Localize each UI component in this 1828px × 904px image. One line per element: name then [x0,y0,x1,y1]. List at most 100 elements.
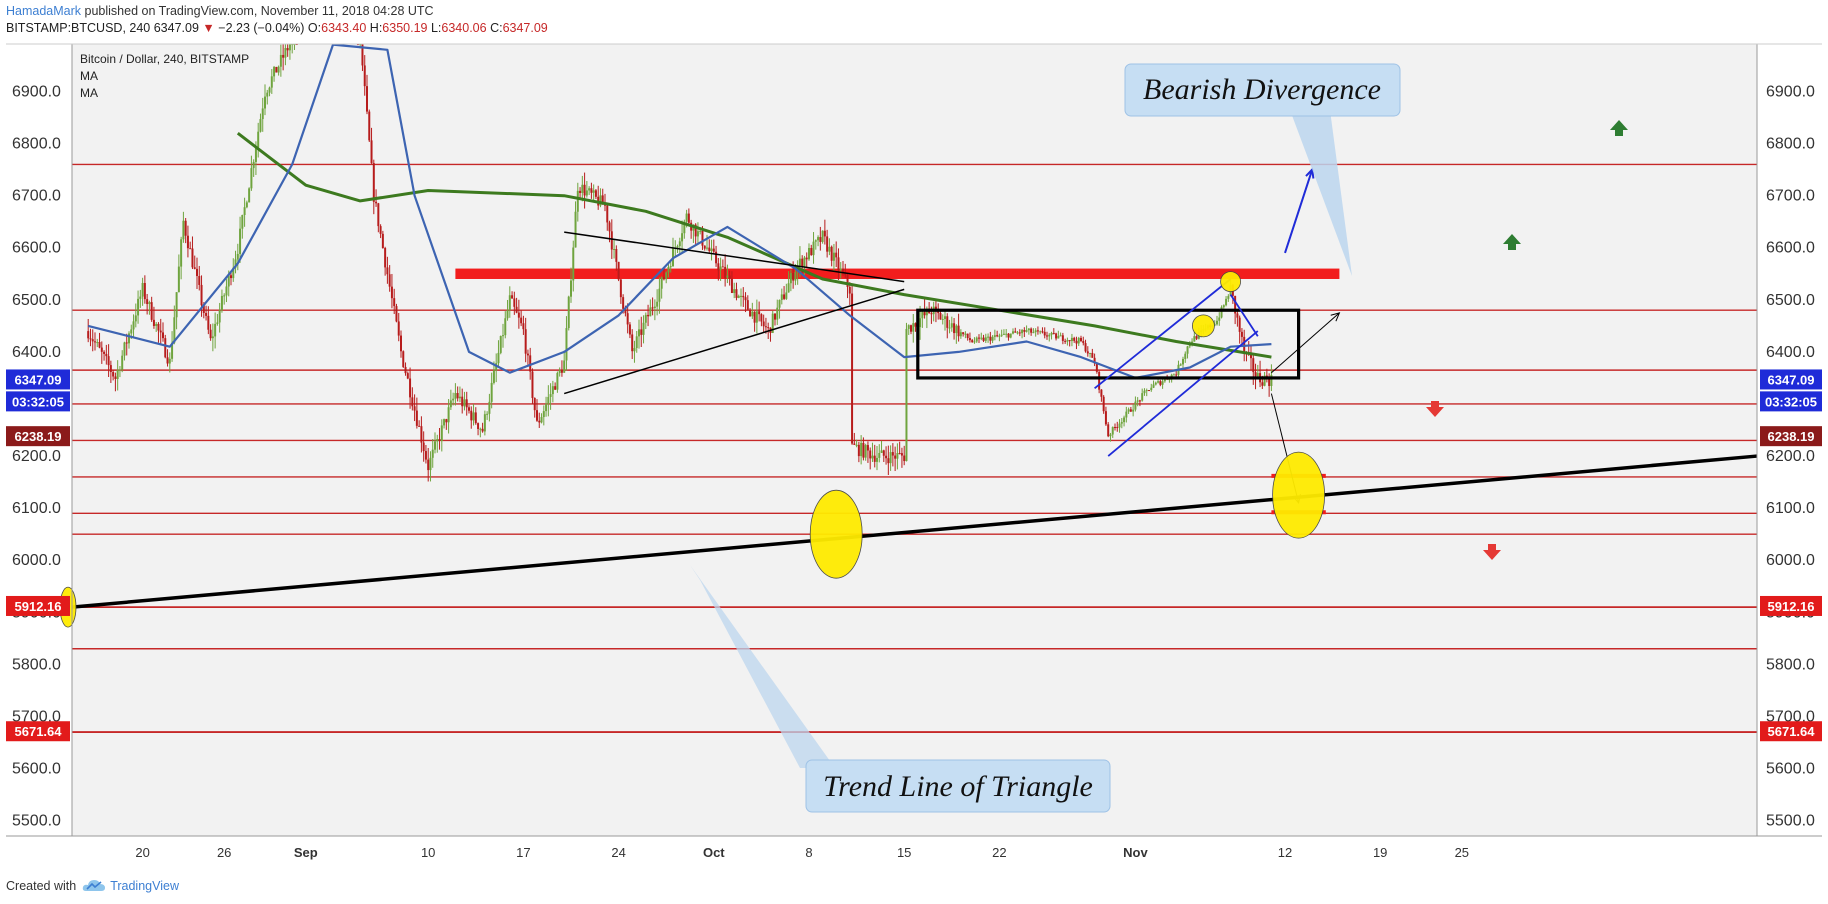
candle-down [762,321,765,327]
channel-line [1107,330,1259,457]
x-tick-label: Nov [1123,845,1148,860]
change: −2.23 (−0.04%) [218,21,305,35]
candle-up [506,310,509,319]
candle-down [610,231,613,250]
candle-down [744,297,747,301]
candle-up [551,386,554,395]
candle-down [1104,411,1107,425]
x-tick-label: 17 [516,845,530,860]
countdown-badge-text: 03:32:05 [12,394,64,409]
footer: Created with TradingView [6,878,179,895]
candle-down [939,313,942,320]
published-text: published on TradingView.com, November 1… [81,4,434,18]
candle-down [982,337,985,341]
y-tick-label-left: 5700.0 [12,708,61,725]
candle-up [1027,328,1030,331]
candle-up [1125,411,1128,418]
candle-down [422,442,425,452]
candle-up [234,259,237,268]
candle-up [132,321,135,330]
candle-up [116,369,119,379]
candle-up [973,341,976,343]
candle-down [835,252,838,258]
up-arrow-icon [1610,120,1628,136]
candle-down [1018,332,1021,334]
candle-up [549,394,552,397]
y-tick-label-left: 6800.0 [12,136,61,153]
candle-up [570,280,572,297]
candle-down [842,268,844,274]
candle-down [1043,331,1046,336]
candle-up [148,302,151,305]
candle-down [724,266,727,278]
x-tick-label: 25 [1455,845,1469,860]
tradingview-link[interactable]: TradingView [110,878,179,893]
candle-down [606,205,609,223]
candle-up [540,417,543,423]
candle-up [128,333,130,344]
candle-up [1039,331,1042,333]
close-label: C: [490,21,503,35]
candle-down [275,66,278,73]
candle-up [803,257,806,268]
candle-down [1046,335,1048,337]
candle-down [962,332,965,335]
countdown-badge-text: 03:32:05 [1765,394,1817,409]
candle-down [524,329,527,354]
candle-down [413,406,416,411]
candle-up [984,337,987,341]
candle-down [1148,390,1150,392]
candle-down [862,442,865,458]
candle-up [733,289,736,294]
candle-up [488,401,491,414]
candle-down [1236,313,1239,318]
down-arrow-icon [1426,401,1444,417]
candle-down [531,371,534,398]
candle-down [966,333,969,339]
candle-down [968,338,971,341]
candle-down [411,397,414,407]
level-badge [1760,595,1822,616]
close-value: 6347.09 [502,21,548,35]
long-trendline [71,454,1758,609]
candle-up [1141,393,1144,401]
candle-up [463,399,466,407]
candle-up [1182,358,1184,365]
candle-down [900,453,903,456]
y-tick-label-left: 5600.0 [12,761,61,778]
y-tick-label-right: 5800.0 [1766,656,1815,673]
candle-down [166,357,169,364]
x-tick-label: 12 [1278,845,1292,860]
candle-down [662,277,665,280]
candle-down [910,325,912,332]
candle-down [1055,333,1058,339]
candle-up [1059,335,1062,337]
candle-up [502,335,504,337]
candle-up [613,248,616,250]
candle-up [975,337,978,342]
candle-up [508,295,511,311]
trend-line-callout [805,759,1111,813]
candle-down [89,338,92,340]
candle-down [1068,340,1071,342]
candle-down [749,309,752,317]
candle-down [687,213,690,223]
candle-down [438,439,441,442]
candle-down [98,342,101,348]
candle-down [753,311,756,323]
candle-up [118,369,121,371]
y-tick-label-left: 6400.0 [12,344,61,361]
author-link[interactable]: HamadaMark [6,4,82,18]
candle-up [912,323,915,332]
candle-up [1012,331,1014,334]
candle-up [950,323,953,328]
candle-down [465,399,468,408]
candle-up [814,240,817,242]
candle-up [243,207,246,216]
candle-down [474,412,477,424]
candle-down [114,376,117,379]
candle-up [1005,333,1008,335]
candle-up [1077,337,1080,344]
y-tick-label-left: 5800.0 [12,656,61,673]
